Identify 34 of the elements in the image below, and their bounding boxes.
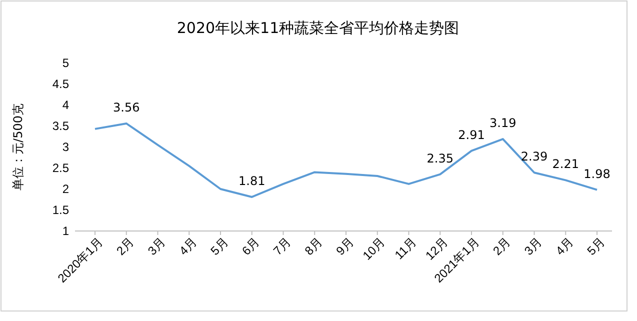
x-tick-label: 3月 — [145, 234, 168, 258]
y-tick-label: 2 — [62, 182, 70, 196]
x-tick-label: 7月 — [270, 234, 294, 258]
data-label: 3.56 — [113, 100, 140, 114]
chart-title: 2020年以来11种蔬菜全省平均价格走势图 — [176, 19, 460, 37]
y-tick-label: 4.5 — [52, 76, 70, 91]
y-tick-label: 4 — [62, 98, 70, 112]
x-tick-label: 2月 — [114, 234, 137, 258]
y-tick-label: 1 — [62, 224, 70, 238]
x-tick-label: 6月 — [239, 234, 262, 258]
x-tick-label: 12月 — [422, 234, 451, 263]
x-tick-label: 3月 — [522, 234, 545, 258]
x-tick-label: 4月 — [552, 234, 576, 258]
data-label: 1.98 — [584, 166, 610, 181]
y-tick-label: 5 — [62, 56, 70, 70]
y-tick-label: 1.5 — [52, 202, 70, 217]
data-label: 2.21 — [552, 157, 579, 172]
x-tick-label: 11月 — [392, 234, 420, 262]
y-tick-label: 3 — [62, 140, 70, 154]
data-label: 2.35 — [426, 151, 454, 166]
y-tick-label: 2.5 — [52, 160, 70, 175]
x-tick-label: 5月 — [584, 234, 608, 258]
data-label: 1.81 — [238, 174, 266, 188]
data-label: 3.19 — [490, 116, 516, 130]
y-tick-label: 3.5 — [52, 118, 70, 133]
data-label: 2.39 — [520, 150, 548, 164]
x-tick-label: 10月 — [360, 234, 388, 263]
x-tick-label: 8月 — [302, 234, 326, 258]
x-tick-label: 5月 — [208, 234, 231, 258]
y-axis-title: 单位：元/500克 — [11, 104, 25, 190]
x-tick-label: 2月 — [490, 234, 514, 258]
x-tick-label: 4月 — [176, 234, 200, 258]
x-tick-label: 9月 — [333, 234, 356, 258]
data-label: 2.91 — [458, 128, 485, 142]
